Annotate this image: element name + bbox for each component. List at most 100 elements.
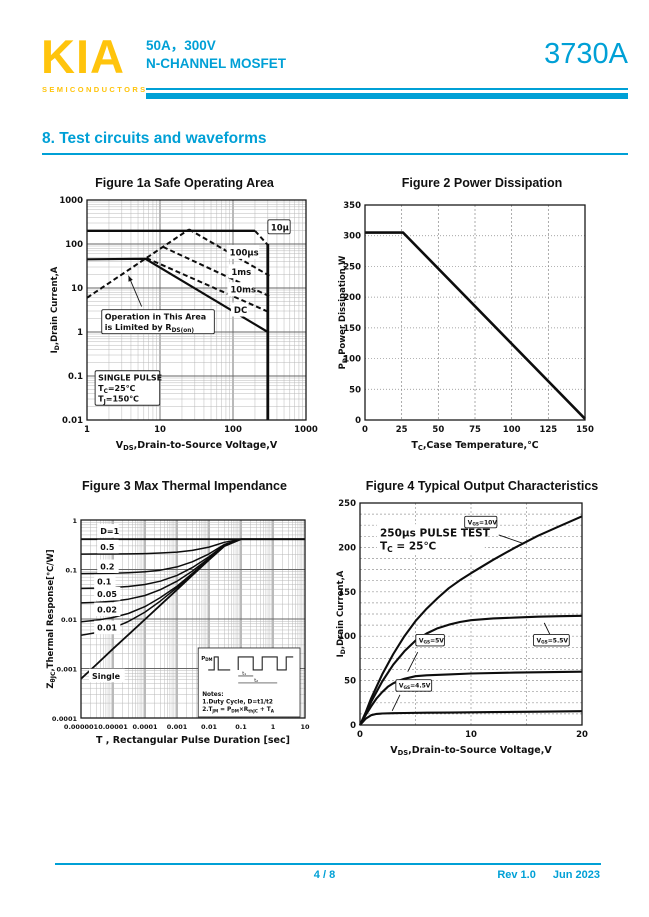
svg-text:DC: DC (234, 306, 247, 316)
figure-3-chart: Figure 3 Max Thermal Impendance 0.000001… (42, 475, 327, 770)
svg-text:PD,Power Dissipation,W: PD,Power Dissipation,W (338, 255, 349, 369)
svg-text:100: 100 (503, 425, 521, 435)
svg-text:0.001: 0.001 (56, 666, 77, 674)
figure-2-power-dissipation-canvas: 0 25 50 75 100 125 150 0 50 100 150 200 250 300 350 TC,… (338, 201, 594, 452)
figure-4-typical-output-characteristics-canvas: 0 10 20050100150200250VDS,Drain-to-Source … (336, 499, 588, 757)
product-spec: 50A，300V N-CHANNEL MOSFET (146, 37, 286, 73)
svg-text:VGS=5V: VGS=5V (419, 637, 444, 645)
svg-text:ID,Drain Current,A: ID,Drain Current,A (336, 570, 347, 657)
header-rule-thin (146, 88, 628, 90)
section-rule (42, 153, 628, 155)
svg-text:is Limited by RDS(on): is Limited by RDS(on) (105, 323, 195, 334)
svg-text:10: 10 (154, 425, 166, 435)
svg-text:TC=25℃: TC=25℃ (98, 384, 136, 395)
svg-text:1000: 1000 (294, 425, 318, 435)
svg-text:VGS=10V: VGS=10V (468, 519, 498, 527)
svg-text:0.1: 0.1 (235, 723, 247, 731)
svg-text:1: 1 (77, 328, 83, 338)
svg-text:ZθJC,Thermal Response[℃/W]: ZθJC,Thermal Response[℃/W] (46, 549, 57, 688)
svg-text:0.1: 0.1 (97, 577, 112, 586)
figure-4-chart: Figure 4 Typical Output Characteristics … (336, 475, 628, 770)
svg-text:VDS,Drain-to-Source Voltage,V: VDS,Drain-to-Source Voltage,V (390, 745, 552, 757)
svg-text:150: 150 (343, 324, 361, 334)
svg-text:100: 100 (224, 425, 242, 435)
svg-text:0: 0 (355, 416, 361, 426)
svg-text:200: 200 (338, 543, 356, 553)
svg-text:SINGLE PULSE: SINGLE PULSE (98, 374, 162, 383)
svg-text:10: 10 (465, 730, 477, 740)
svg-text:50: 50 (432, 425, 444, 435)
svg-text:Notes:: Notes: (202, 692, 223, 698)
svg-text:150: 150 (576, 425, 594, 435)
svg-text:20: 20 (576, 730, 588, 740)
svg-text:0.01: 0.01 (62, 416, 83, 426)
svg-text:VDS,Drain-to-Source Voltage,V: VDS,Drain-to-Source Voltage,V (116, 440, 278, 452)
svg-text:0.001: 0.001 (167, 723, 188, 731)
figure-2-title: Figure 2 Power Dissipation (401, 176, 563, 190)
svg-text:10: 10 (71, 284, 83, 294)
revision-label: Rev 1.0 (497, 869, 536, 881)
product-spec-line2: N-CHANNEL MOSFET (146, 56, 286, 71)
svg-text:D=1: D=1 (100, 527, 119, 536)
svg-text:1: 1 (84, 425, 90, 435)
figure-4-title: Figure 4 Typical Output Characteristics (365, 479, 599, 493)
svg-text:0.0001: 0.0001 (52, 715, 78, 723)
svg-text:TC,Case Temperature,℃: TC,Case Temperature,℃ (411, 440, 538, 452)
part-number: 3730A (544, 38, 628, 70)
svg-text:1: 1 (72, 517, 77, 525)
svg-text:50: 50 (349, 385, 361, 395)
svg-text:25: 25 (396, 425, 408, 435)
svg-text:0: 0 (357, 730, 363, 740)
figure-3-max-thermal-impedance-canvas: 0.000001 0.00001 0.0001 0.001 0.01 0.1 1 10 0.00… (46, 517, 310, 746)
svg-text:0: 0 (362, 425, 368, 435)
svg-text:t₂: t₂ (254, 678, 258, 684)
revision-info: Rev 1.0 Jun 2023 (483, 869, 600, 881)
svg-text:TC = 25℃: TC = 25℃ (380, 541, 436, 554)
svg-text:300: 300 (343, 232, 361, 242)
product-spec-line1: 50A，300V (146, 38, 216, 53)
svg-text:0.00001: 0.00001 (98, 723, 128, 731)
svg-text:Single: Single (92, 672, 121, 681)
revision-date: Jun 2023 (552, 869, 600, 881)
svg-text:0.02: 0.02 (97, 606, 117, 615)
svg-text:75: 75 (469, 425, 481, 435)
svg-text:1000: 1000 (59, 196, 83, 206)
svg-text:250μs PULSE TEST: 250μs PULSE TEST (380, 528, 491, 540)
svg-text:0.000001: 0.000001 (64, 723, 99, 731)
svg-text:250: 250 (338, 499, 356, 509)
svg-text:1ms: 1ms (231, 268, 251, 278)
svg-text:1.Duty Cycle, D=t1/t2: 1.Duty Cycle, D=t1/t2 (202, 699, 273, 705)
svg-text:0.5: 0.5 (100, 543, 115, 552)
svg-text:100: 100 (343, 355, 361, 365)
svg-text:Operation in This Area: Operation in This Area (105, 313, 206, 322)
svg-text:VGS=4.5V: VGS=4.5V (399, 683, 431, 691)
figure-2-chart: Figure 2 Power Dissipation 0 25 50 75 100 125… (336, 172, 628, 464)
footer-rule (55, 863, 601, 865)
svg-text:0.1: 0.1 (65, 567, 77, 575)
svg-text:0.2: 0.2 (100, 563, 114, 572)
header-rule-thick (146, 93, 628, 99)
svg-text:0.1: 0.1 (68, 372, 83, 382)
svg-text:t₁: t₁ (242, 671, 246, 677)
figure-1a-chart: Figure 1a Safe Operating Area 1 10 100 1000… (42, 172, 327, 464)
svg-text:50: 50 (344, 677, 356, 687)
svg-text:T , Rectangular Pulse Duration: T , Rectangular Pulse Duration [sec] (96, 735, 290, 746)
svg-text:0: 0 (350, 721, 356, 731)
svg-text:350: 350 (343, 201, 361, 211)
svg-text:0.05: 0.05 (97, 590, 117, 599)
svg-text:0.01: 0.01 (97, 624, 117, 633)
svg-text:PDM: PDM (201, 656, 212, 662)
svg-text:10: 10 (300, 723, 310, 731)
svg-text:TJ=150℃: TJ=150℃ (98, 395, 139, 406)
figure-1a-title: Figure 1a Safe Operating Area (95, 176, 274, 190)
svg-text:10ms: 10ms (230, 286, 256, 296)
svg-text:150: 150 (338, 588, 356, 598)
svg-text:100μs: 100μs (230, 248, 259, 258)
svg-text:250: 250 (343, 262, 361, 272)
svg-text:100: 100 (65, 240, 83, 250)
svg-text:100: 100 (338, 632, 356, 642)
svg-text:2.TJM = PDM×RthJC + TA: 2.TJM = PDM×RthJC + TA (202, 707, 275, 713)
svg-text:200: 200 (343, 293, 361, 303)
svg-text:VGS=5.5V: VGS=5.5V (536, 637, 568, 645)
